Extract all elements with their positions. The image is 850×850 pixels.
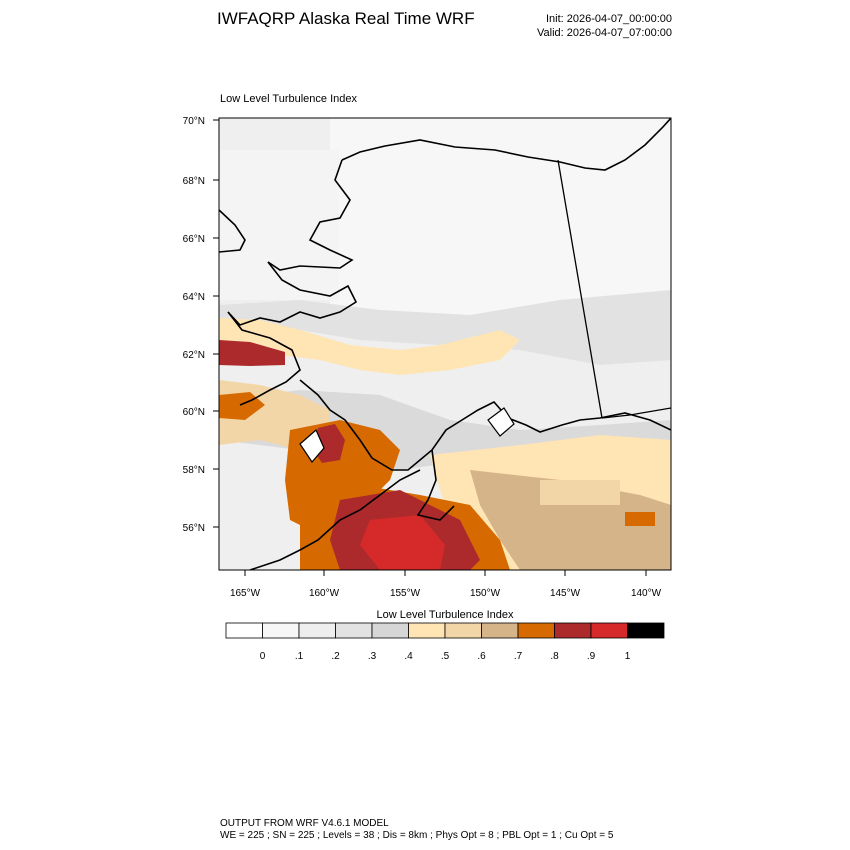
colorbar-box bbox=[298, 622, 336, 639]
colorbar-label: 0 bbox=[259, 651, 266, 662]
colorbar-box bbox=[262, 622, 300, 639]
colorbar-label: .5 bbox=[440, 651, 450, 662]
valid-time: Valid: 2026-04-07_07:00:00 bbox=[537, 27, 672, 39]
border-ak-canada bbox=[557, 159, 671, 419]
colorbar-title: Low Level Turbulence Index bbox=[376, 609, 514, 621]
footer-config: WE = 225 ; SN = 225 ; Levels = 38 ; Dis … bbox=[220, 830, 614, 841]
colorbar-box bbox=[444, 622, 482, 639]
chart-title: IWFAQRP Alaska Real Time WRF bbox=[217, 9, 475, 28]
field-tan-mid bbox=[540, 480, 620, 505]
colorbar-label: .1 bbox=[294, 651, 304, 662]
lon-tick-label: 160°W bbox=[309, 588, 340, 599]
colorbar-label: 1 bbox=[624, 651, 631, 662]
map-frame bbox=[218, 117, 672, 571]
colorbar-label: .8 bbox=[550, 651, 559, 662]
lat-tick-label: 62°N bbox=[183, 350, 205, 361]
lon-tick-label: 165°W bbox=[230, 588, 261, 599]
lon-tick-label: 140°W bbox=[631, 588, 662, 599]
colorbar-box bbox=[627, 622, 665, 639]
field-tan-gulf bbox=[470, 470, 671, 570]
colorbar-label: .2 bbox=[331, 651, 340, 662]
field-gray-band bbox=[219, 290, 671, 365]
colorbar-box bbox=[225, 622, 263, 639]
lon-tick-label: 145°W bbox=[550, 588, 581, 599]
lon-tick-label: 150°W bbox=[470, 588, 501, 599]
field-orange-east bbox=[625, 512, 655, 526]
lat-tick-label: 60°N bbox=[183, 407, 205, 418]
lat-tick-label: 64°N bbox=[183, 292, 205, 303]
lat-tick-label: 56°N bbox=[183, 523, 205, 534]
colorbar-box bbox=[335, 622, 373, 639]
colorbar-boxes bbox=[225, 622, 665, 639]
footer-model: OUTPUT FROM WRF V4.6.1 MODEL bbox=[220, 818, 389, 829]
colorbar-box bbox=[554, 622, 592, 639]
field-moderate-interior bbox=[219, 318, 520, 375]
lon-axis: 165°W 160°W 155°W 150°W 145°W 140°W bbox=[230, 570, 662, 599]
colorbar-label: .3 bbox=[367, 651, 377, 662]
lat-tick-label: 68°N bbox=[183, 176, 205, 187]
lon-tick-label: 155°W bbox=[390, 588, 421, 599]
lat-tick-label: 70°N bbox=[183, 116, 205, 127]
init-time: Init: 2026-04-07_00:00:00 bbox=[546, 13, 672, 25]
field-red-core bbox=[360, 515, 445, 570]
colorbar-box bbox=[517, 622, 555, 639]
colorbar-box bbox=[408, 622, 446, 639]
lat-axis: 70°N 68°N 66°N 64°N 62°N 60°N 58°N 56°N bbox=[183, 116, 219, 534]
lat-tick-label: 58°N bbox=[183, 465, 205, 476]
colorbar-label: .7 bbox=[513, 651, 523, 662]
map-field bbox=[219, 118, 671, 570]
colorbar-box bbox=[590, 622, 628, 639]
islands bbox=[299, 407, 515, 463]
coastlines bbox=[219, 118, 671, 570]
map-title: Low Level Turbulence Index bbox=[220, 93, 357, 105]
colorbar-box bbox=[371, 622, 409, 639]
colorbar-label: .6 bbox=[477, 651, 486, 662]
colorbar-label: .9 bbox=[586, 651, 596, 662]
colorbar-label: .4 bbox=[404, 651, 413, 662]
colorbar-box bbox=[481, 622, 519, 639]
lat-tick-label: 66°N bbox=[183, 234, 205, 245]
field-darkred-west bbox=[219, 340, 285, 366]
